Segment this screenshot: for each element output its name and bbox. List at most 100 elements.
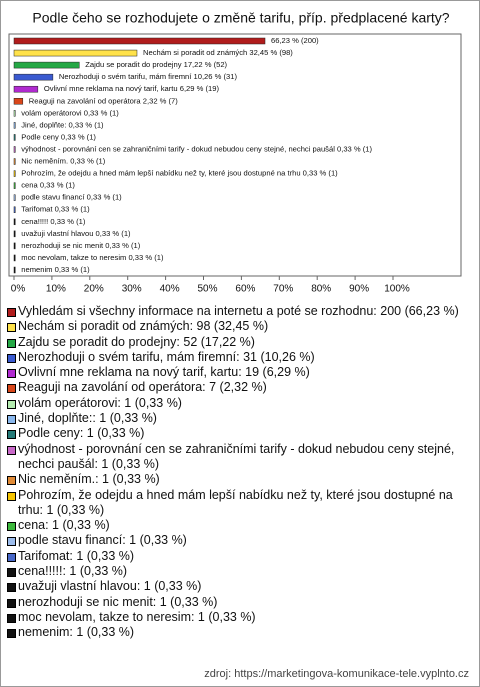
legend-item: Zajdu se poradit do prodejny: 52 (17,22 … bbox=[7, 335, 471, 350]
legend-label: Tarifomat: 1 (0,33 %) bbox=[18, 548, 135, 563]
legend-item: Nechám si poradit od známých: 98 (32,45 … bbox=[7, 319, 471, 334]
legend-label: výhodnost - porovnání cen se zahraničním… bbox=[18, 441, 455, 471]
legend-item: Reaguji na zavolání od operátora: 7 (2,3… bbox=[7, 380, 471, 395]
bar bbox=[13, 242, 16, 250]
plot-frame bbox=[8, 33, 462, 277]
legend-swatch bbox=[7, 384, 16, 394]
bar-label: Reaguji na zavolání od operátora 2,32 % … bbox=[29, 96, 178, 105]
bar bbox=[13, 73, 54, 81]
legend-label: Podle ceny: 1 (0,33 %) bbox=[18, 426, 145, 441]
x-tick-label: 60% bbox=[235, 284, 255, 295]
bar bbox=[13, 206, 16, 213]
legend-swatch bbox=[7, 568, 16, 578]
legend-swatch bbox=[7, 445, 16, 455]
bar-label: Jiné, doplňte: 0,33 % (1) bbox=[21, 120, 104, 129]
bar bbox=[13, 146, 16, 153]
legend-item: Nic neměním.: 1 (0,33 %) bbox=[7, 472, 471, 487]
bar bbox=[13, 37, 266, 45]
legend-item: Pohrozím, že odejdu a hned mám lepší nab… bbox=[7, 488, 471, 519]
bar bbox=[13, 49, 138, 57]
bar-label: podle stavu financí 0,33 % (1) bbox=[21, 193, 122, 202]
bar-label: nemenim 0,33 % (1) bbox=[21, 265, 90, 274]
legend-swatch bbox=[7, 522, 16, 532]
legend-label: cena!!!!!: 1 (0,33 %) bbox=[18, 564, 128, 579]
legend-swatch bbox=[7, 338, 16, 348]
legend-item: podle stavu financí: 1 (0,33 %) bbox=[7, 533, 471, 548]
legend-label: nemenim: 1 (0,33 %) bbox=[18, 625, 135, 640]
legend-swatch bbox=[7, 598, 16, 608]
legend-label: Nechám si poradit od známých: 98 (32,45 … bbox=[18, 319, 269, 334]
chart-title: Podle čeho se rozhodujete o změně tarifu… bbox=[32, 10, 449, 26]
bar-label: Tarifomat 0,33 % (1) bbox=[21, 205, 90, 214]
legend-label: Vyhledám si všechny informace na interne… bbox=[18, 304, 459, 318]
x-tick-label: 50% bbox=[197, 284, 217, 295]
legend-swatch bbox=[7, 399, 16, 409]
bar-label: Podle ceny 0,33 % (1) bbox=[21, 132, 96, 141]
x-tick-label: 100% bbox=[384, 284, 410, 295]
legend-item: Ovlivní mne reklama na nový tarif, kartu… bbox=[7, 365, 471, 380]
bar-label: 66,23 % (200) bbox=[271, 36, 319, 45]
bar-label: uvažuji vlastní hlavou 0,33 % (1) bbox=[21, 229, 131, 238]
legend-label: Ovlivní mne reklama na nový tarif, kartu… bbox=[18, 365, 310, 380]
legend-item: Jiné, doplňte:: 1 (0,33 %) bbox=[7, 411, 471, 426]
legend-item: Tarifomat: 1 (0,33 %) bbox=[7, 549, 471, 564]
legend-label: Reaguji na zavolání od operátora: 7 (2,3… bbox=[18, 380, 267, 395]
legend-label: Pohrozím, že odejdu a hned mám lepší nab… bbox=[18, 487, 453, 517]
x-tick-label: 70% bbox=[273, 284, 293, 295]
legend-item: cena!!!!!: 1 (0,33 %) bbox=[7, 564, 471, 579]
legend-swatch bbox=[7, 629, 16, 639]
legend-item: Podle ceny: 1 (0,33 %) bbox=[7, 426, 471, 441]
bar bbox=[13, 110, 16, 117]
source: zdroj: https://marketingova-komunikace-t… bbox=[204, 668, 469, 680]
bar-label: Pohrozím, že odejdu a hned mám lepší nab… bbox=[21, 169, 338, 178]
bar-label: moc nevolam, takze to neresim 0,33 % (1) bbox=[21, 253, 164, 262]
legend-label: cena: 1 (0,33 %) bbox=[18, 518, 110, 533]
x-tick-label: 80% bbox=[311, 284, 331, 295]
bar-label: Nechám si poradit od známých 32,45 % (98… bbox=[143, 48, 293, 57]
legend-label: nerozhoduji se nic menit: 1 (0,33 %) bbox=[18, 594, 218, 609]
legend-label: Zajdu se poradit do prodejny: 52 (17,22 … bbox=[18, 334, 255, 349]
bar bbox=[13, 122, 16, 129]
legend-item: moc nevolam, takze to neresim: 1 (0,33 %… bbox=[7, 610, 471, 625]
legend-item: nemenim: 1 (0,33 %) bbox=[7, 625, 471, 640]
bar bbox=[13, 254, 16, 262]
bar-label: volám operátorovi 0,33 % (1) bbox=[21, 108, 119, 117]
legend-swatch bbox=[7, 491, 16, 501]
x-tick-label: 30% bbox=[122, 284, 142, 295]
bar-label: Nic neměním. 0,33 % (1) bbox=[21, 157, 105, 166]
x-tick-label: 20% bbox=[84, 284, 104, 295]
legend-item: uvažuji vlastní hlavou: 1 (0,33 %) bbox=[7, 579, 471, 594]
legend-label: moc nevolam, takze to neresim: 1 (0,33 %… bbox=[18, 609, 256, 624]
bar bbox=[13, 158, 16, 165]
legend-item: nerozhoduji se nic menit: 1 (0,33 %) bbox=[7, 595, 471, 610]
bar bbox=[13, 182, 16, 189]
x-tick-label: 10% bbox=[46, 284, 66, 295]
bar-label: cena!!!!! 0,33 % (1) bbox=[21, 217, 86, 226]
legend-item: volám operátorovi: 1 (0,33 %) bbox=[7, 396, 471, 411]
legend-label: Nerozhoduji o svém tarifu, mám firemní: … bbox=[18, 349, 315, 364]
x-tick-label: 90% bbox=[349, 284, 369, 295]
legend-label: volám operátorovi: 1 (0,33 %) bbox=[18, 395, 182, 410]
bar-label: Ovlivní mne reklama na nový tarif, kartu… bbox=[44, 84, 220, 93]
bar bbox=[13, 230, 16, 238]
bar bbox=[13, 61, 80, 69]
bar bbox=[13, 170, 16, 177]
legend-swatch bbox=[7, 369, 16, 379]
legend-swatch bbox=[7, 415, 16, 425]
bar bbox=[13, 194, 16, 201]
bar-label: výhodnost - porovnání cen se zahraničním… bbox=[21, 144, 372, 153]
legend-swatch bbox=[7, 613, 16, 623]
bar bbox=[13, 98, 24, 105]
legend-swatch bbox=[7, 430, 16, 440]
bar bbox=[13, 134, 16, 141]
x-tick-label: 0% bbox=[11, 284, 26, 295]
bar bbox=[13, 218, 16, 226]
legend-swatch bbox=[7, 323, 16, 333]
chart: Podle čeho se rozhodujete o změně tarifu… bbox=[8, 10, 462, 295]
legend-swatch bbox=[7, 583, 16, 593]
bar-label: nerozhoduji se nic menit 0,33 % (1) bbox=[21, 241, 141, 250]
legend-swatch bbox=[7, 537, 16, 547]
legend-swatch bbox=[7, 308, 16, 317]
legend-swatch bbox=[7, 353, 16, 363]
legend-item: výhodnost - porovnání cen se zahraničním… bbox=[7, 442, 471, 473]
